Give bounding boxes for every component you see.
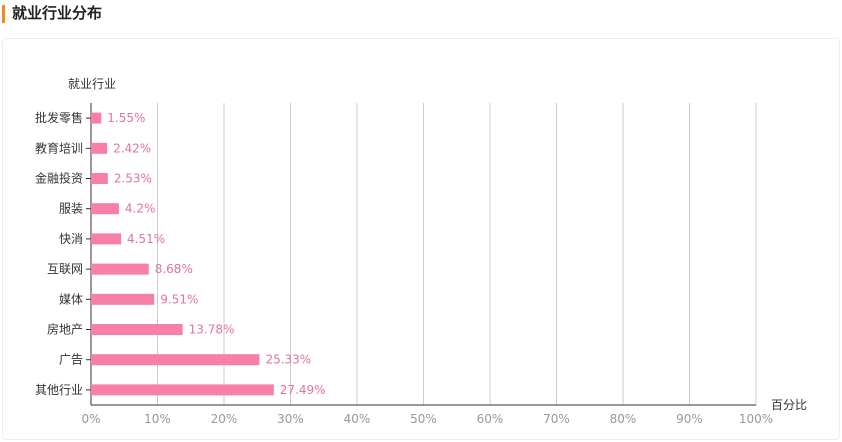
bar [91,354,260,366]
x-tick-label: 20% [211,412,238,426]
data-label: 8.68% [155,262,193,276]
x-tick-label: 0% [81,412,100,426]
data-label: 4.51% [127,232,165,246]
category-label: 服装 [59,202,83,216]
category-label: 房地产 [47,322,83,337]
category-label: 其他行业 [35,383,83,397]
category-label: 互联网 [47,262,83,276]
data-label: 2.53% [114,172,152,186]
x-tick-label: 100% [739,412,773,426]
x-tick-label: 90% [676,412,703,426]
category-label: 媒体 [59,292,83,306]
x-tick-label: 40% [344,412,371,426]
bar [91,112,102,124]
y-axis-title: 就业行业 [68,77,116,91]
bar [91,142,108,154]
category-label: 广告 [59,353,83,367]
x-tick-label: 30% [277,412,304,426]
data-label: 1.55% [107,111,145,125]
bar [91,173,108,184]
x-tick-label: 80% [610,412,637,426]
section-header: 就业行业分布 [0,0,842,28]
data-labels: 1.55% 2.42% 2.53% 4.2% 4.51% 8.68% 9.51% 13.78%… [107,111,325,397]
bar [91,263,149,275]
x-tick-label: 10% [144,412,171,426]
data-label: 27.49% [280,383,326,397]
data-label: 9.51% [160,292,198,306]
page-title: 就业行业分布 [12,4,103,22]
data-label: 25.33% [265,353,311,367]
category-label: 金融投资 [35,171,83,186]
bar [91,233,121,245]
data-label: 2.42% [113,141,151,155]
x-axis-title: 百分比 [771,398,807,412]
category-label: 快消 [59,232,83,246]
category-label: 教育培训 [35,140,83,155]
data-label: 13.78% [189,323,235,337]
x-tick-label: 50% [410,412,437,426]
x-tick-label: 60% [477,412,504,426]
bar [91,384,274,396]
chart-card [2,38,840,440]
bar [91,203,119,215]
title-accent-bar [2,5,5,23]
category-label: 批发零售 [35,110,83,125]
bar [91,324,183,335]
x-tick-label: 70% [543,412,570,426]
data-label: 4.2% [125,202,155,216]
bars [91,112,274,396]
grid-lines [157,103,757,405]
bar [91,293,155,305]
x-tick-labels: 0% 10% 20% 30% 40% 50% 60% 70% 80% 90% 100% [81,412,773,426]
